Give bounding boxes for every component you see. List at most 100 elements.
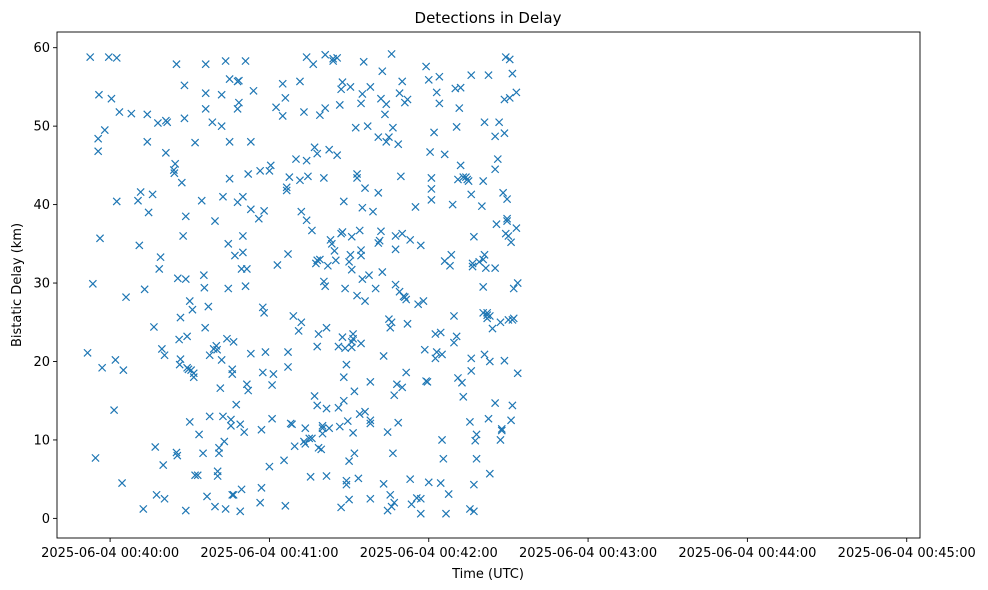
data-point bbox=[310, 391, 319, 401]
data-point bbox=[379, 479, 388, 488]
data-point bbox=[183, 332, 192, 341]
data-point bbox=[436, 328, 445, 337]
data-point bbox=[469, 232, 478, 241]
data-point bbox=[351, 123, 360, 132]
data-point bbox=[481, 264, 490, 273]
data-point bbox=[380, 110, 389, 119]
data-point bbox=[185, 297, 194, 306]
data-point bbox=[226, 415, 235, 424]
data-point bbox=[258, 368, 267, 377]
data-point bbox=[424, 478, 433, 487]
data-point bbox=[95, 234, 105, 243]
data-point bbox=[302, 216, 311, 225]
data-point bbox=[157, 344, 166, 353]
data-point bbox=[501, 53, 510, 62]
data-point bbox=[112, 53, 121, 62]
data-point bbox=[435, 99, 444, 108]
data-point bbox=[225, 174, 234, 183]
data-point bbox=[391, 245, 400, 254]
data-point bbox=[422, 62, 431, 71]
data-point bbox=[318, 421, 327, 430]
x-tick-label: 2025-06-04 00:44:00 bbox=[678, 546, 816, 561]
data-point bbox=[431, 354, 440, 363]
data-point bbox=[382, 137, 391, 146]
data-point bbox=[357, 339, 366, 348]
data-point bbox=[246, 205, 255, 214]
data-point bbox=[346, 82, 355, 91]
data-point bbox=[315, 111, 324, 120]
data-point bbox=[513, 369, 522, 378]
data-point bbox=[173, 451, 182, 460]
data-point bbox=[238, 248, 247, 257]
data-point bbox=[333, 53, 342, 62]
data-point bbox=[181, 275, 190, 284]
data-points bbox=[83, 49, 522, 518]
data-point bbox=[341, 284, 350, 293]
data-point bbox=[307, 434, 316, 443]
data-point bbox=[104, 53, 113, 62]
data-point bbox=[335, 100, 344, 109]
data-point bbox=[160, 351, 169, 360]
data-point bbox=[197, 196, 206, 205]
data-point bbox=[402, 368, 411, 377]
data-point bbox=[338, 228, 347, 237]
data-point bbox=[375, 236, 384, 245]
data-point bbox=[301, 424, 310, 433]
data-point bbox=[177, 178, 186, 187]
y-tick-label: 0 bbox=[42, 512, 50, 527]
data-point bbox=[467, 71, 476, 80]
data-point bbox=[353, 169, 362, 179]
data-point bbox=[313, 342, 322, 351]
data-point bbox=[152, 490, 161, 499]
data-point bbox=[94, 90, 103, 99]
data-point bbox=[341, 344, 350, 353]
data-point bbox=[238, 231, 247, 240]
data-point bbox=[234, 76, 243, 85]
data-point bbox=[242, 380, 251, 389]
data-point bbox=[110, 406, 119, 415]
data-point bbox=[302, 53, 311, 62]
data-point bbox=[378, 268, 387, 277]
data-point bbox=[403, 319, 412, 328]
data-point bbox=[179, 231, 188, 240]
data-point bbox=[347, 265, 356, 274]
data-point bbox=[390, 391, 399, 400]
data-point bbox=[337, 503, 346, 512]
data-point bbox=[485, 357, 494, 366]
data-point bbox=[456, 161, 465, 170]
data-point bbox=[319, 277, 328, 286]
data-point bbox=[139, 504, 148, 513]
data-point bbox=[195, 430, 204, 439]
data-point bbox=[447, 250, 456, 259]
data-point bbox=[217, 90, 226, 99]
data-point bbox=[358, 89, 367, 98]
data-point bbox=[322, 323, 331, 332]
data-point bbox=[237, 485, 246, 494]
data-point bbox=[244, 386, 253, 395]
y-tick-label: 30 bbox=[33, 277, 50, 292]
data-point bbox=[374, 239, 383, 248]
data-point bbox=[156, 253, 165, 262]
data-point bbox=[256, 166, 265, 175]
data-point bbox=[221, 504, 230, 513]
data-point bbox=[359, 57, 368, 66]
data-point bbox=[427, 184, 436, 193]
data-point bbox=[285, 173, 294, 182]
data-point bbox=[218, 412, 227, 421]
data-point bbox=[163, 118, 172, 127]
x-tick-label: 2025-06-04 00:43:00 bbox=[519, 546, 657, 561]
data-point bbox=[94, 134, 103, 143]
data-point bbox=[505, 93, 514, 102]
data-point bbox=[254, 214, 263, 223]
data-point bbox=[98, 363, 107, 372]
data-point bbox=[127, 109, 136, 118]
x-tick-label: 2025-06-04 00:40:00 bbox=[41, 546, 179, 561]
data-point bbox=[83, 348, 92, 357]
data-point bbox=[339, 373, 348, 382]
data-point bbox=[436, 479, 445, 488]
data-point bbox=[427, 173, 436, 182]
data-point bbox=[257, 425, 266, 434]
data-point bbox=[213, 472, 222, 481]
data-point bbox=[507, 238, 516, 247]
